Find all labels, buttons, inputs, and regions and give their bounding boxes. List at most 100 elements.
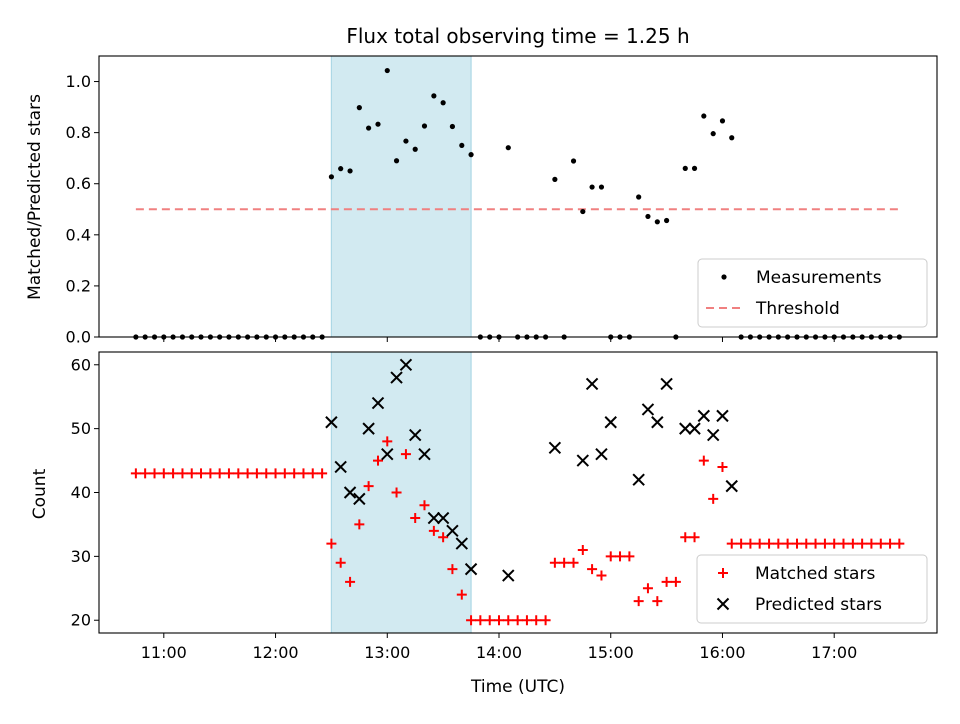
measurement-point [459, 142, 465, 149]
matched-stars-point [624, 551, 635, 562]
y-tick-label: 40 [71, 483, 91, 502]
axes-frame [98, 55, 938, 338]
measurement-point [691, 165, 698, 171]
matched-stars-point [754, 538, 765, 549]
measurement-point [664, 217, 670, 224]
y-tick-label: 60 [71, 355, 91, 374]
matched-stars-point [242, 468, 253, 479]
predicted-stars-point [381, 447, 394, 461]
matched-stars-point [177, 468, 188, 479]
matched-stars-point [298, 468, 309, 479]
measurement-point [468, 152, 474, 158]
top-y-axis-label: Matched/Predicted stars [25, 94, 45, 300]
matched-stars-point [875, 538, 886, 549]
matched-stars-point [447, 564, 458, 575]
matched-stars-point [205, 468, 216, 479]
matched-stars-point [140, 468, 151, 479]
predicted-stars-point [399, 358, 413, 371]
predicted-stars-point [343, 486, 357, 499]
matched-stars-point [158, 468, 169, 479]
matched-stars-point [494, 615, 505, 626]
matched-stars-point [847, 538, 858, 549]
matched-stars-point [698, 455, 709, 466]
measurement-point [356, 105, 362, 111]
matched-stars-point [521, 615, 532, 626]
x-tick-label: 15:00 [588, 643, 634, 662]
predicted-stars-point [576, 454, 590, 467]
matched-stars-point [214, 468, 225, 479]
matched-stars-point [326, 538, 337, 549]
matched-stars-point [670, 576, 681, 587]
legend-entry-label: Measurements [756, 268, 882, 288]
predicted-stars-point [697, 409, 711, 423]
matched-stars-point [130, 468, 141, 479]
matched-stars-point [819, 538, 830, 549]
matched-stars-point [568, 557, 579, 568]
matched-stars-point [745, 538, 756, 549]
predicted-stars-point [641, 403, 655, 416]
measurement-point [589, 184, 595, 190]
matched-stars-point [605, 551, 616, 562]
measurement-point [449, 123, 456, 130]
y-tick-label: 20 [71, 611, 91, 630]
matched-stars-point [419, 500, 430, 511]
legend-entry-label: Threshold [755, 299, 840, 319]
predicted-stars-point [353, 492, 366, 506]
bottom-y-axis-label: Count [30, 468, 50, 519]
y-tick-label: 0.8 [66, 123, 91, 142]
ratio-panel: Flux total observing time = 1.25 h Match… [25, 24, 938, 347]
measurement-point [421, 123, 428, 129]
matched-stars-point [866, 538, 877, 549]
predicted-stars-point [604, 416, 617, 429]
predicted-stars-point [464, 562, 478, 576]
matched-stars-point [577, 544, 588, 555]
measurement-point [598, 184, 605, 190]
predicted-stars-point [502, 569, 515, 582]
matched-stars-point [885, 538, 896, 549]
y-tick-label: 0.6 [66, 174, 91, 193]
predicted-stars-point [632, 473, 645, 486]
observing-window-shade [331, 56, 472, 337]
matched-stars-point [372, 455, 383, 466]
predicted-stars-point [334, 460, 347, 474]
measurement-point [580, 208, 586, 215]
chart-title: Flux total observing time = 1.25 h [346, 24, 689, 48]
matched-stars-point [829, 538, 840, 549]
matched-stars-point [596, 570, 607, 581]
matched-stars-point [549, 557, 560, 568]
matched-stars-point [186, 468, 197, 479]
matched-stars-point [261, 468, 272, 479]
predicted-stars-point [371, 396, 385, 410]
legend-measurements-marker [721, 274, 727, 280]
measurement-point [682, 165, 688, 171]
legend-box [696, 554, 928, 624]
measurement-point [719, 118, 726, 124]
y-tick-label: 1.0 [66, 72, 91, 91]
matched-stars-point [428, 525, 439, 536]
predicted-stars-point [725, 479, 738, 493]
predicted-stars-point [706, 428, 720, 442]
matched-stars-point [680, 532, 691, 543]
measurement-point [440, 100, 446, 106]
measurement-point [710, 131, 716, 137]
matched-stars-point [345, 576, 356, 587]
predicted-stars-point [595, 447, 608, 461]
y-tick-label: 0.4 [66, 225, 91, 244]
matched-stars-point [279, 468, 290, 479]
matched-stars-point [708, 493, 719, 504]
y-tick-label: 0.2 [66, 276, 91, 295]
matched-stars-point [894, 538, 905, 549]
measurement-point [412, 146, 418, 152]
matched-stars-point [764, 538, 775, 549]
measurement-point [654, 219, 660, 225]
matched-stars-point [466, 615, 477, 626]
predicted-stars-point [688, 422, 701, 435]
predicted-stars-point [651, 416, 664, 429]
measurement-point [636, 194, 642, 200]
matched-stars-point [540, 615, 551, 626]
measurement-point [338, 166, 344, 172]
measurement-point [347, 168, 353, 174]
predicted-stars-point [418, 447, 431, 461]
predicted-stars-point [362, 422, 375, 435]
